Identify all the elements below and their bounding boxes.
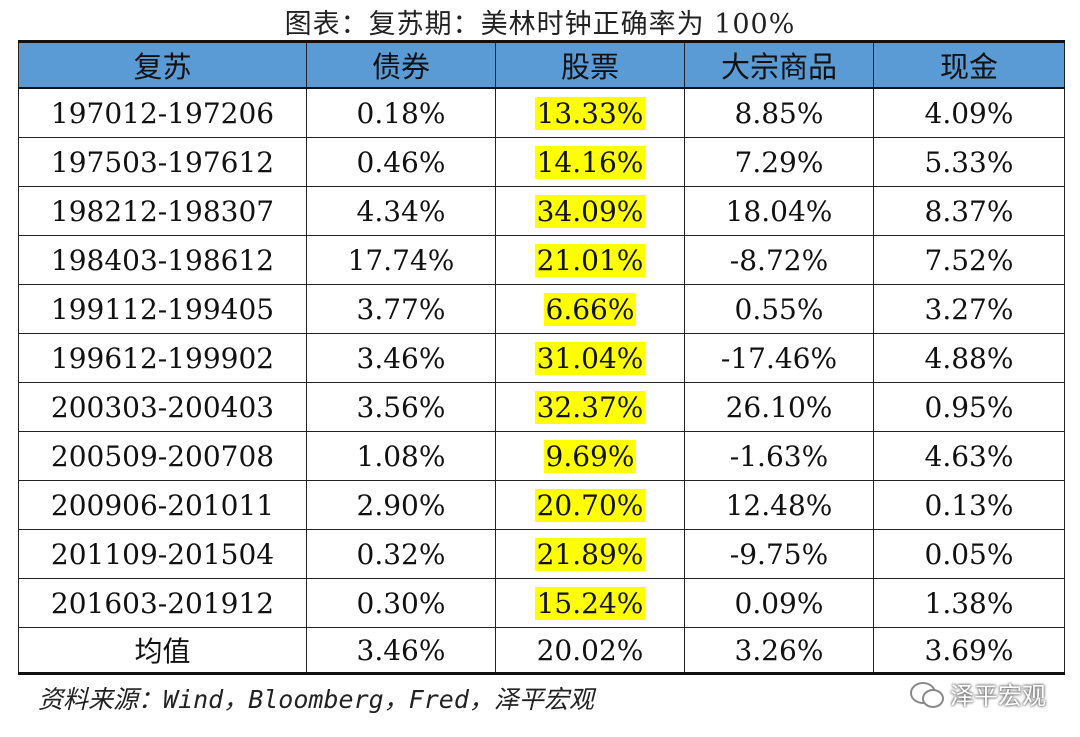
highlighted-value: 9.69% [543, 439, 637, 473]
cell-period: 200509-200708 [18, 431, 307, 481]
cell-period: 200303-200403 [18, 382, 307, 432]
cell-cash: 5.33% [873, 137, 1065, 187]
cell-commodities: 7.29% [684, 137, 874, 187]
watermark-text: 泽平宏观 [950, 682, 1046, 710]
cell-stocks: 32.37% [495, 382, 685, 432]
cell-period: 197503-197612 [18, 137, 307, 187]
highlighted-value: 21.89% [534, 537, 646, 571]
cell-commodities: 3.26% [684, 627, 874, 675]
cell-commodities: 18.04% [684, 186, 874, 236]
cell-bonds: 0.18% [306, 87, 496, 138]
source-note: 资料来源：Wind，Bloomberg，Fred，泽平宏观 [38, 685, 594, 714]
cell-stocks: 15.24% [495, 578, 685, 628]
cell-cash: 3.69% [873, 627, 1065, 675]
watermark: 泽平宏观 [910, 676, 1046, 711]
highlighted-value: 15.24% [534, 586, 646, 620]
cell-commodities: -1.63% [684, 431, 874, 481]
cell-cash: 4.63% [873, 431, 1065, 481]
cell-cash: 4.88% [873, 333, 1065, 383]
cell-period: 201603-201912 [18, 578, 307, 628]
cell-stocks: 14.16% [495, 137, 685, 187]
cell-commodities: 26.10% [684, 382, 874, 432]
cell-cash: 1.38% [873, 578, 1065, 628]
table-row: 200303-200403 3.56% 32.37% 26.10% 0.95% [18, 382, 1065, 432]
cell-period: 199612-199902 [18, 333, 307, 383]
cell-stocks: 13.33% [495, 87, 685, 138]
highlighted-value: 14.16% [534, 145, 646, 179]
cell-period: 197012-197206 [18, 87, 307, 138]
highlighted-value: 31.04% [534, 341, 646, 375]
cell-period: 201109-201504 [18, 529, 307, 579]
cell-stocks: 31.04% [495, 333, 685, 383]
table-row: 201109-201504 0.32% 21.89% -9.75% 0.05% [18, 529, 1065, 579]
header-period: 复苏 [18, 40, 307, 89]
highlighted-value: 13.33% [534, 96, 646, 130]
cell-stocks: 20.02% [495, 627, 685, 675]
cell-bonds: 4.34% [306, 186, 496, 236]
highlighted-value: 6.66% [543, 292, 637, 326]
highlighted-value: 34.09% [534, 194, 646, 228]
cell-cash: 0.95% [873, 382, 1065, 432]
table-row: 200509-200708 1.08% 9.69% -1.63% 4.63% [18, 431, 1065, 481]
cell-stocks: 34.09% [495, 186, 685, 236]
cell-bonds: 0.32% [306, 529, 496, 579]
cell-period: 199112-199405 [18, 284, 307, 334]
table-row: 199612-199902 3.46% 31.04% -17.46% 4.88% [18, 333, 1065, 383]
cell-bonds: 1.08% [306, 431, 496, 481]
cell-bonds: 0.30% [306, 578, 496, 628]
cell-period: 200906-201011 [18, 480, 307, 530]
table-row: 201603-201912 0.30% 15.24% 0.09% 1.38% [18, 578, 1065, 628]
cell-bonds: 3.77% [306, 284, 496, 334]
highlighted-value: 20.70% [534, 488, 646, 522]
cell-stocks: 20.70% [495, 480, 685, 530]
highlighted-value: 32.37% [534, 390, 646, 424]
cell-bonds: 3.46% [306, 627, 496, 675]
cell-commodities: 12.48% [684, 480, 874, 530]
cell-cash: 3.27% [873, 284, 1065, 334]
cell-period: 198212-198307 [18, 186, 307, 236]
cell-bonds: 3.56% [306, 382, 496, 432]
header-commodities: 大宗商品 [684, 40, 874, 89]
cell-cash: 0.13% [873, 480, 1065, 530]
recovery-returns-table: 复苏 债券 股票 大宗商品 现金 197012-197206 0.18% 13.33… [18, 40, 1065, 675]
cell-bonds: 2.90% [306, 480, 496, 530]
cell-bonds: 0.46% [306, 137, 496, 187]
header-stocks: 股票 [495, 40, 685, 89]
table-row: 200906-201011 2.90% 20.70% 12.48% 0.13% [18, 480, 1065, 530]
highlighted-value: 21.01% [534, 243, 646, 277]
cell-commodities: -8.72% [684, 235, 874, 285]
cell-commodities: 0.09% [684, 578, 874, 628]
average-row: 均值 3.46% 20.02% 3.26% 3.69% [18, 627, 1065, 675]
cell-period: 均值 [18, 627, 307, 675]
table-row: 198403-198612 17.74% 21.01% -8.72% 7.52% [18, 235, 1065, 285]
cell-commodities: -9.75% [684, 529, 874, 579]
cell-commodities: 0.55% [684, 284, 874, 334]
cell-bonds: 17.74% [306, 235, 496, 285]
wechat-icon [910, 680, 944, 708]
figure-title: 图表：复苏期：美林时钟正确率为 100% [284, 9, 796, 40]
cell-commodities: 8.85% [684, 87, 874, 138]
cell-cash: 4.09% [873, 87, 1065, 138]
cell-cash: 8.37% [873, 186, 1065, 236]
cell-stocks: 9.69% [495, 431, 685, 481]
cell-stocks: 6.66% [495, 284, 685, 334]
cell-cash: 0.05% [873, 529, 1065, 579]
header-cash: 现金 [873, 40, 1065, 89]
table-row: 197012-197206 0.18% 13.33% 8.85% 4.09% [18, 87, 1065, 138]
header-bonds: 债券 [306, 40, 496, 89]
cell-stocks: 21.01% [495, 235, 685, 285]
cell-cash: 7.52% [873, 235, 1065, 285]
table-header-row: 复苏 债券 股票 大宗商品 现金 [18, 40, 1065, 89]
cell-stocks: 21.89% [495, 529, 685, 579]
cell-commodities: -17.46% [684, 333, 874, 383]
table-row: 198212-198307 4.34% 34.09% 18.04% 8.37% [18, 186, 1065, 236]
table-row: 197503-197612 0.46% 14.16% 7.29% 5.33% [18, 137, 1065, 187]
cell-period: 198403-198612 [18, 235, 307, 285]
cell-bonds: 3.46% [306, 333, 496, 383]
table-row: 199112-199405 3.77% 6.66% 0.55% 3.27% [18, 284, 1065, 334]
